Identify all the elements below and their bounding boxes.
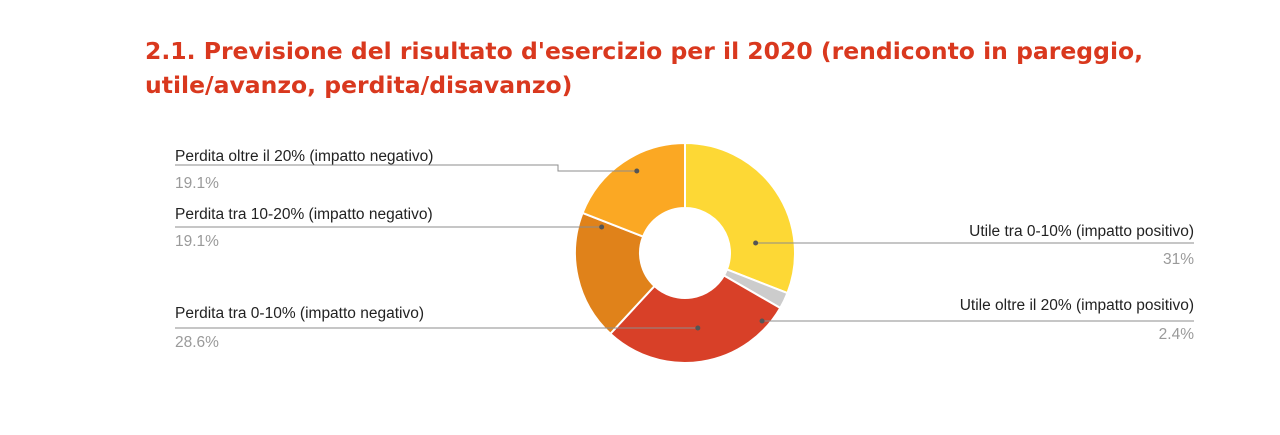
slice-label-4: Perdita tra 10-20% (impatto negativo) [175, 206, 433, 223]
slice-1 [684, 141, 796, 295]
slice-label-1: Utile tra 0-10% (impatto positivo) [969, 223, 1194, 240]
slice-3 [608, 274, 782, 364]
slice-5 [581, 141, 686, 238]
labels-group: Utile tra 0-10% (impatto positivo) 31% Uti… [175, 148, 1194, 351]
leader-dot-2 [759, 318, 765, 324]
slice-4 [574, 211, 656, 336]
slice-percent-2: 2.4% [1159, 326, 1195, 343]
leader-dot-3 [695, 325, 701, 331]
slice-percent-4: 19.1% [175, 233, 219, 250]
leader-lines-group [175, 164, 1194, 331]
slice-label-2: Utile oltre il 20% (impatto positivo) [960, 297, 1194, 314]
leader-dot-4 [599, 224, 605, 230]
slice-label-3: Perdita tra 0-10% (impatto negativo) [175, 305, 424, 322]
slice-percent-1: 31% [1163, 251, 1194, 268]
slices-group [574, 141, 796, 364]
slice-label-5: Perdita oltre il 20% (impatto negativo) [175, 148, 433, 165]
chart-title: 2.1. Previsione del risultato d'esercizi… [145, 37, 1144, 99]
slice-percent-5: 19.1% [175, 175, 219, 192]
slice-percent-3: 28.6% [175, 334, 219, 351]
leader-dot-1 [753, 240, 759, 246]
leader-dot-5 [634, 168, 640, 174]
leader-line-5 [175, 164, 637, 172]
